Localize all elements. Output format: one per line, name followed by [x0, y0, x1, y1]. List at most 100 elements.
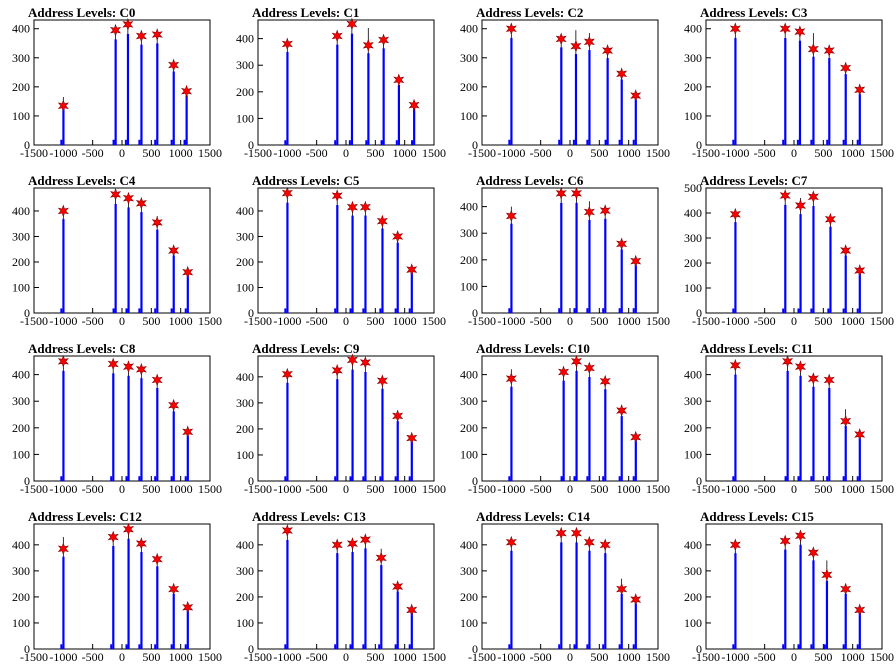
bar: [156, 566, 159, 649]
chart-title: Address Levels: C14: [476, 509, 590, 524]
x-tick-label: 500: [590, 146, 608, 160]
marker-star: [807, 190, 819, 204]
bar-base: [796, 139, 799, 145]
bar: [734, 222, 737, 313]
marker-star: [135, 537, 147, 550]
x-tick-label: 0: [791, 146, 797, 160]
marker-star: [135, 29, 147, 43]
bar: [336, 205, 339, 313]
bar-base: [138, 476, 141, 481]
bar: [127, 538, 130, 649]
x-tick-label: 1500: [870, 314, 894, 328]
y-tick-label: 300: [460, 226, 478, 240]
marker-star: [729, 207, 741, 221]
bar-base: [60, 644, 63, 649]
chart-title: Address Levels: C5: [252, 173, 360, 188]
bar: [126, 34, 130, 145]
bar: [799, 214, 802, 313]
bar-base: [395, 140, 398, 145]
y-tick-label: 0: [472, 306, 478, 320]
marker-star: [359, 200, 371, 214]
x-tick-label: -500: [306, 146, 328, 160]
marker-star: [135, 362, 147, 376]
bar-base: [842, 476, 845, 481]
bar: [575, 370, 578, 481]
bar-base: [632, 139, 635, 145]
bar-base: [170, 308, 173, 313]
plot-frame: [257, 523, 435, 650]
marker-star: [570, 526, 583, 540]
chart-panel: Address Levels: C6 0 100 200 300 400 -1500 -100…: [448, 168, 672, 336]
plot-frame: [481, 187, 659, 314]
bar: [186, 610, 189, 649]
bar: [62, 370, 65, 481]
marker-star: [601, 44, 614, 57]
y-tick-label: 200: [460, 80, 478, 94]
x-tick-label: -1000: [497, 650, 525, 664]
y-tick-label: 400: [684, 368, 702, 382]
x-tick-label: 500: [366, 314, 384, 328]
chart-panel: Address Levels: C14 0 100 200 300 400 -1500 -10…: [448, 504, 672, 672]
x-tick-label: 1000: [841, 314, 865, 328]
bar: [844, 425, 847, 481]
bar-base: [112, 139, 115, 145]
x-tick-label: 0: [791, 650, 797, 664]
bar-base: [154, 476, 157, 481]
x-tick-label: 1000: [393, 650, 417, 664]
x-tick-label: -1000: [273, 314, 301, 328]
y-tick-label: 400: [236, 204, 254, 218]
y-tick-label: 100: [684, 447, 702, 461]
marker-star: [182, 425, 194, 439]
x-tick-label: 1000: [169, 146, 193, 160]
bar-base: [782, 139, 785, 145]
bar: [604, 389, 607, 481]
x-tick-label: -1500: [244, 650, 272, 664]
marker-star: [57, 99, 69, 113]
bar-base: [558, 644, 561, 649]
marker-star: [840, 244, 852, 257]
marker-star: [122, 191, 135, 205]
bar-base: [125, 644, 128, 649]
marker-star: [346, 17, 358, 31]
x-tick-label: -1000: [49, 482, 77, 496]
y-tick-label: 100: [460, 109, 478, 123]
chart-panel: Address Levels: C13 0 100 200 300 400 -1500 -10…: [224, 504, 448, 672]
bar-base: [348, 140, 351, 145]
marker-star: [555, 32, 567, 46]
bar: [364, 548, 367, 649]
x-tick-label: 0: [791, 482, 797, 496]
bar: [510, 38, 513, 145]
x-tick-label: -1500: [244, 314, 272, 328]
y-tick-label: 0: [696, 474, 702, 488]
y-tick-label: 500: [684, 181, 702, 195]
x-tick-label: -500: [530, 650, 552, 664]
x-tick-label: 1500: [422, 146, 446, 160]
marker-star: [555, 526, 567, 540]
bar: [560, 202, 563, 313]
chart-panel: Address Levels: C8 0 100 200 300 400 -1500 -100…: [0, 336, 224, 504]
bar-base: [618, 644, 621, 649]
plot-frame: [257, 187, 435, 314]
bar-base: [842, 308, 845, 313]
bar-base: [110, 644, 113, 649]
bar-base: [408, 644, 411, 649]
x-tick-label: -1500: [20, 650, 48, 664]
x-tick-label: 1500: [870, 650, 894, 664]
marker-star: [359, 533, 371, 547]
chart-panel: Address Levels: C0 0 100 200 300 400 -1500 -100…: [0, 0, 224, 168]
marker-star: [729, 22, 741, 36]
x-tick-label: -1500: [20, 314, 48, 328]
marker-star: [406, 603, 418, 617]
y-tick-label: 0: [248, 642, 254, 656]
bar-base: [632, 644, 635, 649]
marker-star: [794, 360, 807, 374]
x-tick-label: -1500: [692, 146, 720, 160]
y-tick-label: 100: [236, 280, 254, 294]
y-tick-label: 400: [460, 22, 478, 36]
bar: [62, 556, 65, 649]
bar: [812, 206, 815, 313]
bar-base: [125, 476, 128, 481]
bar-base: [284, 308, 287, 313]
bar-base: [823, 644, 826, 649]
